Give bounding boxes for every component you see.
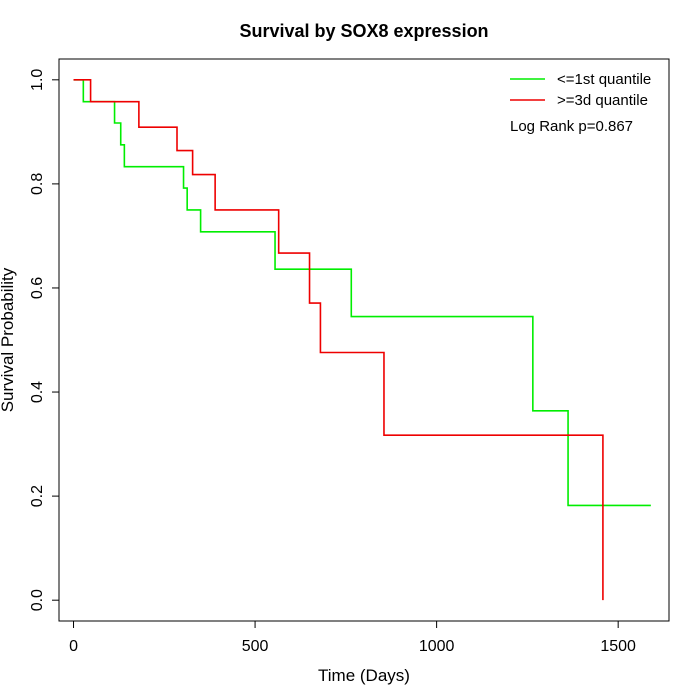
series-line-low-quantile (73, 79, 651, 507)
y-axis: 0.0 0.2 0.4 0.6 0.8 1.0 (29, 69, 60, 611)
chart-title: Survival by SOX8 expression (239, 21, 488, 41)
y-tick-label: 1.0 (29, 69, 46, 91)
x-tick-label: 500 (242, 638, 269, 655)
y-axis-label: Survival Probability (0, 267, 17, 412)
log-rank-annotation: Log Rank p=0.867 (510, 118, 633, 135)
y-tick-label: 0.2 (29, 485, 46, 507)
legend-label: >=3d quantile (557, 92, 648, 109)
x-tick-label: 1500 (600, 638, 636, 655)
series-lines (73, 79, 651, 601)
y-tick-label: 0.4 (29, 381, 46, 403)
x-axis-label: Time (Days) (318, 666, 410, 685)
y-tick-label: 0.8 (29, 173, 46, 195)
y-tick-label: 0.6 (29, 277, 46, 299)
x-tick-label: 0 (69, 638, 78, 655)
series-line-high-quantile (73, 79, 604, 601)
plot-frame (58, 58, 670, 622)
x-axis: 0 500 1000 1500 (69, 620, 636, 655)
legend-label: <=1st quantile (557, 71, 651, 88)
legend: <=1st quantile >=3d quantile (510, 71, 651, 109)
x-tick-label: 1000 (419, 638, 455, 655)
y-tick-label: 0.0 (29, 589, 46, 611)
